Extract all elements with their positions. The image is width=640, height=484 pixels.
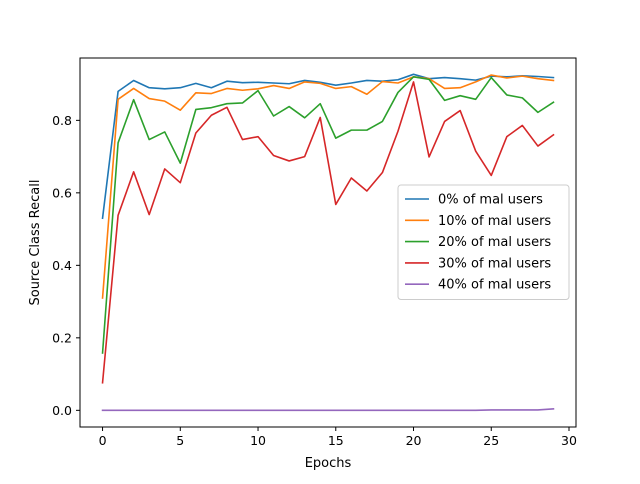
y-tick-label: 0.4 [52, 258, 72, 273]
y-axis-label: Source Class Recall [28, 180, 43, 306]
series-line-3 [101, 81, 555, 384]
legend-entry-0: 0% of mal users [438, 193, 543, 208]
legend-entry-2: 20% of mal users [438, 235, 551, 250]
x-tick-label: 30 [561, 433, 577, 448]
legend-box [397, 184, 570, 300]
x-axis-label: Epochs [305, 456, 352, 471]
x-tick-label: 10 [250, 433, 266, 448]
y-axis: 0.0 0.2 0.4 0.6 0.8 [52, 113, 80, 418]
x-tick-label: 5 [176, 433, 184, 448]
x-tick-label: 25 [483, 433, 499, 448]
y-tick-label: 0.0 [52, 403, 72, 418]
legend-entry-4: 40% of mal users [438, 278, 551, 293]
y-tick-label: 0.8 [52, 113, 72, 128]
legend-entry-1: 10% of mal users [438, 214, 551, 229]
plot-frame [79, 57, 577, 428]
series-lines [101, 73, 555, 412]
legend: 0% of mal users 10% of mal users 20% of ma… [397, 184, 570, 300]
y-tick-label: 0.2 [52, 330, 72, 345]
series-line-4 [101, 408, 555, 412]
series-line-1 [101, 74, 555, 299]
x-tick-label: 0 [99, 433, 107, 448]
legend-entry-3: 30% of mal users [438, 256, 551, 271]
series-line-0 [101, 73, 555, 220]
y-tick-label: 0.6 [52, 185, 72, 200]
x-axis: 0 5 10 15 20 25 30 [99, 427, 577, 448]
x-tick-label: 15 [328, 433, 344, 448]
series-line-2 [101, 76, 555, 354]
x-tick-label: 20 [406, 433, 422, 448]
